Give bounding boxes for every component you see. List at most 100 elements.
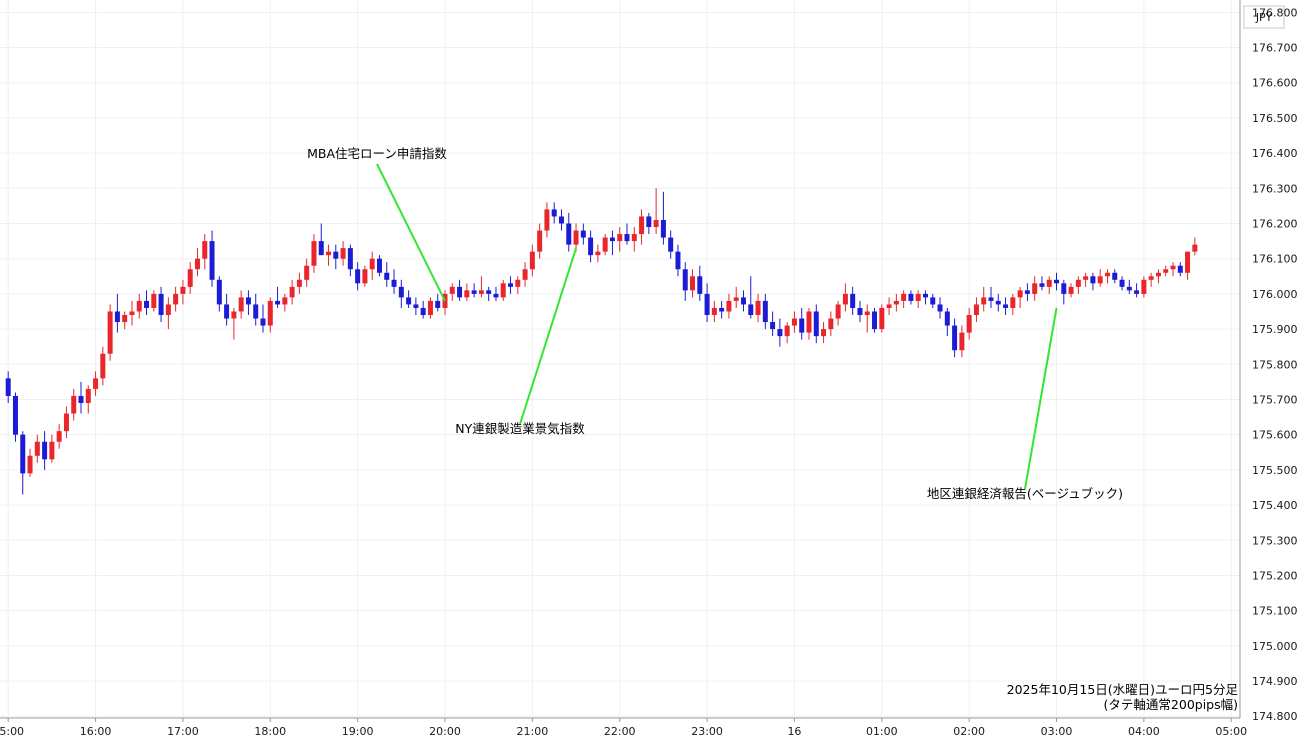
candle-up <box>173 286 179 312</box>
candle-up <box>311 234 317 273</box>
y-tick-label: 175.800 <box>1252 358 1298 371</box>
candle-body <box>1017 290 1023 298</box>
candle-up <box>791 311 797 333</box>
candle-body <box>1097 276 1103 284</box>
candle-down <box>1112 269 1118 284</box>
candle-body <box>784 325 790 337</box>
candle-body <box>493 293 499 298</box>
candle-up <box>49 434 55 463</box>
y-tick-label: 176.000 <box>1252 288 1298 301</box>
candle-body <box>85 388 91 403</box>
candle-body <box>362 269 368 284</box>
annotation-label: NY連銀製造業景気指数 <box>455 421 585 436</box>
candle-up <box>1185 251 1191 280</box>
candle-down <box>318 223 324 256</box>
candle-body <box>872 311 878 330</box>
candle-up <box>449 283 455 301</box>
candle-down <box>799 307 805 340</box>
candle-down <box>78 381 84 414</box>
candle-body <box>762 300 768 323</box>
candle-body <box>1104 272 1110 277</box>
candle-up <box>1083 272 1089 287</box>
candle-body <box>391 279 397 287</box>
candle-body <box>544 209 550 231</box>
candle-body <box>988 297 994 301</box>
candle-body <box>922 293 928 298</box>
candle-body <box>966 315 972 333</box>
candle-body <box>726 300 732 312</box>
y-tick-label: 176.200 <box>1252 217 1298 230</box>
x-tick-label: 18:00 <box>254 725 286 738</box>
candle-down <box>413 297 419 316</box>
x-tick-label: 04:00 <box>1128 725 1160 738</box>
candle-body <box>748 304 754 316</box>
candle-down <box>391 269 397 294</box>
candle-body <box>1075 279 1081 287</box>
candle-up <box>369 251 375 280</box>
candle-up <box>165 297 171 330</box>
candle-down <box>588 230 594 263</box>
candle-body <box>857 307 863 316</box>
candle-down <box>245 290 251 316</box>
candle-down <box>253 293 259 326</box>
candle-up <box>915 290 921 308</box>
x-tick-label: 02:00 <box>953 725 985 738</box>
candle-body <box>173 293 179 305</box>
candle-body <box>842 293 848 305</box>
candle-down <box>580 223 586 245</box>
info-line-1: 2025年10月15日(水曜日)ユーロ円5分足 <box>1007 682 1239 697</box>
candle-body <box>893 300 899 305</box>
candle-body <box>347 248 353 270</box>
candle-up <box>631 227 637 252</box>
candle-up <box>828 311 834 337</box>
candle-down <box>144 290 150 316</box>
candle-down <box>762 293 768 330</box>
candle-up <box>981 286 987 312</box>
candle-up <box>595 244 601 263</box>
y-tick-label: 175.200 <box>1252 569 1298 582</box>
candle-body <box>879 307 885 330</box>
candle-down <box>850 286 856 316</box>
candle-body <box>158 293 164 316</box>
candle-down <box>42 431 48 470</box>
candle-body <box>78 395 84 403</box>
candle-body <box>1046 279 1052 287</box>
candle-body <box>340 248 346 259</box>
candle-down <box>406 290 412 308</box>
candle-body <box>660 219 666 238</box>
annotation-line <box>519 247 577 425</box>
candle-up <box>238 290 244 319</box>
x-tick-label: 22:00 <box>604 725 636 738</box>
y-tick-label: 175.600 <box>1252 429 1298 442</box>
candle-body <box>165 304 171 316</box>
y-tick-label: 175.700 <box>1252 393 1298 406</box>
candle-body <box>326 251 332 256</box>
candle-up <box>522 262 528 287</box>
candle-up <box>515 276 521 294</box>
candle-up <box>1192 237 1198 256</box>
candle-body <box>551 209 557 217</box>
candle-body <box>828 318 834 330</box>
candle-down <box>209 230 215 287</box>
candle-down <box>435 293 441 312</box>
annotation-line <box>376 163 446 302</box>
candle-body <box>959 332 965 351</box>
candle-up <box>842 283 848 312</box>
candle-body <box>107 311 113 354</box>
annotation-label: MBA住宅ローン申請指数 <box>307 146 447 161</box>
candle-up <box>129 300 135 326</box>
candle-body <box>144 300 150 308</box>
candle-body <box>602 237 608 252</box>
candle-down <box>551 202 557 224</box>
candle-body <box>34 441 40 456</box>
candle-body <box>995 300 1001 305</box>
x-tick-labels: 15:00 16:00 17:00 18:00 19:00 20:00 21:00 22:00… <box>0 718 1247 738</box>
candle-body <box>624 234 630 242</box>
candle-body <box>253 304 259 319</box>
candle-body <box>355 269 361 284</box>
candle-up <box>1104 269 1110 284</box>
info-line-2: (タテ軸通常200pips幅) <box>1104 697 1238 712</box>
candle-up <box>282 293 288 312</box>
candle-down <box>457 279 463 301</box>
